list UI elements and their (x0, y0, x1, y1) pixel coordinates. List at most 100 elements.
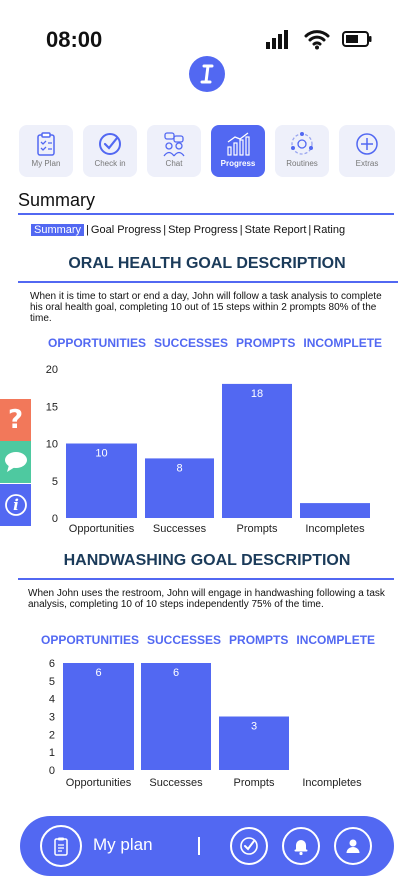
nav-chat[interactable]: Chat (147, 125, 201, 177)
x-category-label: Opportunities (69, 523, 135, 535)
legend-incomplete: INCOMPLETE (303, 336, 383, 350)
main-nav: My Plan Check in Chat Progress (19, 125, 395, 177)
profile-button[interactable] (334, 827, 372, 865)
y-tick-label: 1 (49, 747, 55, 759)
app-logo (189, 56, 225, 92)
bottom-bar-divider (198, 837, 200, 855)
info-glyph: i (13, 496, 19, 514)
bottom-bar: My plan (20, 816, 394, 876)
y-tick-label: 0 (49, 765, 55, 777)
bar-value-label: 18 (251, 388, 263, 400)
y-tick-label: 4 (49, 694, 55, 706)
y-tick-label: 15 (46, 401, 58, 413)
bell-icon (294, 840, 308, 856)
legend-opportunities: OPPORTUNITIES (41, 633, 140, 647)
chat-people-icon (163, 132, 185, 157)
info-logo-icon (200, 64, 214, 84)
bar-value-label: 10 (95, 448, 107, 460)
x-category-label: Incompletes (302, 777, 362, 789)
chart-legend: OPPORTUNITIES SUCCESSES PROMPTS INCOMPLETE (41, 633, 383, 647)
chat-bubble-icon (4, 452, 27, 472)
chart-bar (141, 663, 211, 770)
y-tick-label: 5 (52, 476, 58, 488)
bar-value-label: 6 (95, 667, 101, 679)
goal-description: When it is time to start or end a day, J… (30, 291, 382, 324)
legend-successes: SUCCESSES (147, 633, 222, 647)
y-tick-label: 20 (46, 364, 58, 376)
y-tick-label: 6 (49, 658, 55, 670)
my-plan-label[interactable]: My plan (93, 835, 153, 854)
status-time: 08:00 (46, 27, 103, 52)
y-tick-label: 5 (49, 676, 55, 688)
chart-bar (219, 716, 289, 770)
y-tick-label: 10 (46, 439, 58, 451)
check-circle-icon (240, 837, 258, 855)
signal-icon (266, 30, 288, 49)
handwashing-chart: 0 1 2 3 4 5 6 6 Opportunities 6 Successes 3 Prompts I… (49, 658, 362, 789)
chart-bar (66, 443, 137, 518)
tab-goal-progress[interactable]: Goal Progress (90, 224, 162, 236)
nav-label: My Plan (31, 159, 61, 168)
y-tick-label: 3 (49, 712, 55, 724)
user-icon (346, 839, 360, 853)
goal-description: When John uses the restroom, John will e… (28, 588, 385, 610)
tab-step-progress[interactable]: Step Progress (168, 224, 238, 236)
routine-cycle-icon (291, 132, 313, 155)
chart-bar (63, 663, 134, 770)
help-button[interactable]: ? (0, 399, 31, 441)
x-category-label: Prompts (237, 523, 278, 535)
plus-circle-icon (356, 133, 378, 155)
legend-successes: SUCCESSES (154, 336, 229, 350)
info-button[interactable]: i (0, 484, 31, 526)
tab-separator: | (239, 224, 243, 236)
bar-value-label: 6 (173, 667, 179, 679)
nav-label: Extras (355, 159, 379, 168)
legend-prompts: PROMPTS (229, 633, 289, 647)
clipboard-icon (54, 837, 68, 856)
legend-prompts: PROMPTS (236, 336, 296, 350)
my-plan-button[interactable] (40, 825, 82, 867)
bar-chart-icon (227, 132, 250, 156)
page-title: Summary (18, 190, 96, 210)
battery-icon (342, 31, 372, 47)
chart-legend: OPPORTUNITIES SUCCESSES PROMPTS INCOMPLETE (48, 336, 390, 350)
x-category-label: Successes (153, 523, 207, 535)
legend-opportunities: OPPORTUNITIES (48, 336, 147, 350)
nav-label: Progress (220, 159, 256, 168)
goal-title: HANDWASHING GOAL DESCRIPTION (63, 552, 351, 569)
bar-value-label: 8 (176, 462, 182, 474)
legend-incomplete: INCOMPLETE (296, 633, 376, 647)
clipboard-icon (37, 132, 55, 156)
tab-separator: | (86, 224, 89, 236)
chart-bar (145, 458, 214, 518)
y-tick-label: 0 (52, 513, 58, 525)
goal-divider (18, 281, 398, 283)
info-icon: i (4, 494, 27, 516)
x-category-label: Incompletes (305, 523, 365, 535)
check-circle-icon (99, 133, 121, 155)
bar-value-label: 3 (251, 721, 257, 733)
tab-summary[interactable]: Summary (31, 224, 85, 236)
check-in-button[interactable] (230, 827, 268, 865)
chat-button[interactable] (0, 441, 31, 483)
title-divider (18, 213, 394, 215)
nav-progress[interactable]: Progress (211, 125, 265, 177)
help-icon: ? (7, 405, 24, 435)
nav-label: Chat (165, 159, 183, 168)
report-tabs: Summary | Goal Progress | Step Progress | Stat… (31, 224, 391, 240)
y-tick-label: 2 (49, 729, 55, 741)
tab-state-report[interactable]: State Report (244, 224, 307, 236)
wifi-icon (304, 30, 330, 50)
nav-extras[interactable]: Extras (339, 125, 395, 177)
nav-check-in[interactable]: Check in (83, 125, 137, 177)
nav-label: Check in (94, 159, 126, 168)
nav-my-plan[interactable]: My Plan (19, 125, 73, 177)
notifications-button[interactable] (282, 827, 320, 865)
tab-separator: | (308, 224, 312, 236)
x-category-label: Opportunities (66, 777, 132, 789)
x-category-label: Successes (149, 777, 203, 789)
goal-title: ORAL HEALTH GOAL DESCRIPTION (68, 255, 346, 272)
nav-routines[interactable]: Routines (275, 125, 329, 177)
tab-rating[interactable]: Rating (313, 224, 346, 236)
nav-label: Routines (286, 159, 318, 168)
